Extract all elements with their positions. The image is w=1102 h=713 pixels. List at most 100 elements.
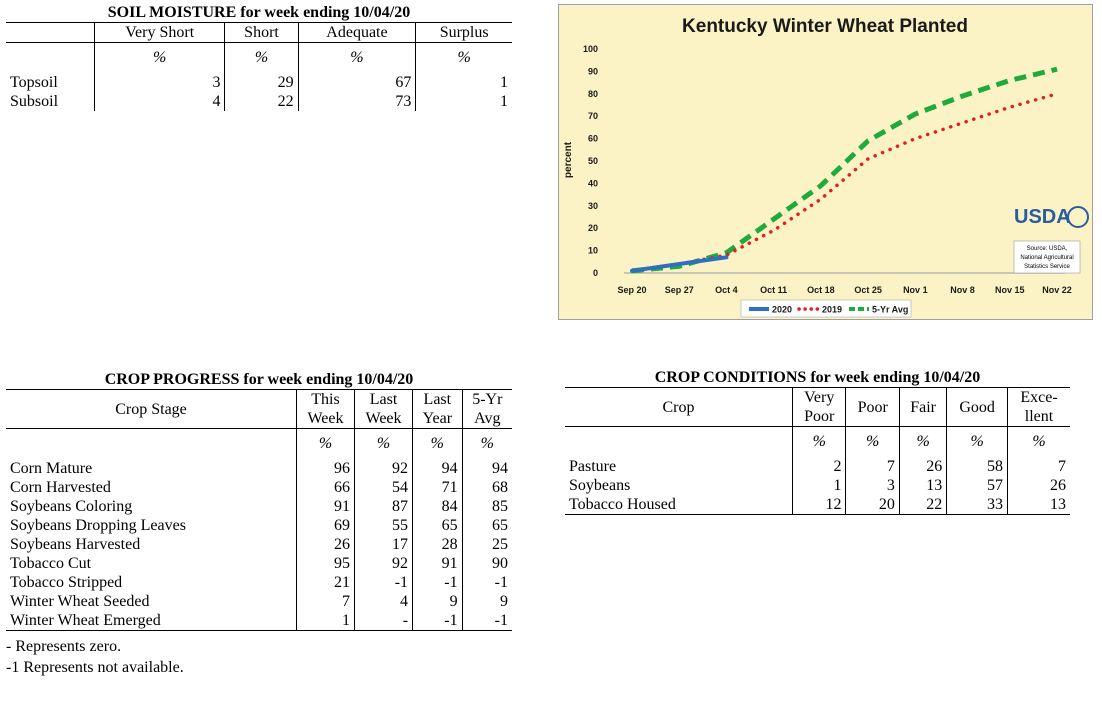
column-header: Crop: [662, 398, 695, 416]
value-cell: -1: [412, 572, 463, 592]
unit-cell: %: [898, 426, 947, 457]
crop-conditions-rows: Pasture 2 7 26 58 7 Soybeans 1 3 13 57 26 Tobacco Ho…: [565, 456, 1070, 514]
y-tick-label: 90: [588, 66, 598, 76]
wheat-planted-chart: Kentucky Winter Wheat Planted percent 0 1…: [558, 4, 1093, 320]
legend-box: [740, 299, 912, 318]
value-cell: 73: [297, 91, 416, 111]
value-cell: 84: [412, 496, 463, 516]
value-cell: 1: [415, 91, 512, 111]
value-cell: 94: [412, 458, 463, 478]
row-label: Corn Harvested: [10, 478, 111, 496]
units-row: % % % %: [6, 428, 512, 459]
crop-conditions-table: Crop Very Poor Poor Fair Good Exce-llent …: [565, 387, 1070, 515]
x-tick-label: Oct 18: [807, 285, 835, 295]
column-header: Poor: [845, 387, 900, 427]
row-label: Tobacco Stripped: [10, 573, 123, 591]
unit-cell: %: [412, 428, 463, 459]
source-line: Statistics Service: [1024, 264, 1070, 270]
value-cell: 26: [295, 534, 355, 554]
footnote: -1 Represents not available.: [6, 658, 184, 676]
value-cell: -1: [461, 572, 512, 592]
value-cell: 1: [295, 610, 355, 630]
value-cell: 4: [354, 591, 413, 611]
y-tick-label: 100: [583, 44, 598, 54]
value-cell: 71: [412, 477, 463, 497]
row-label: Soybeans Dropping Leaves: [10, 516, 186, 534]
table-row: Tobacco Stripped 21 -1 -1 -1: [6, 572, 512, 592]
value-cell: 9: [461, 591, 512, 611]
x-tick-label: Nov 22: [1042, 285, 1072, 295]
source-line: Source: USDA,: [1027, 246, 1068, 252]
column-header: Last Week: [354, 389, 413, 429]
value-cell: 87: [354, 496, 413, 516]
value-cell: 33: [946, 494, 1008, 514]
legend-label: 5-Yr Avg: [872, 305, 908, 315]
chart-title: Kentucky Winter Wheat Planted: [682, 16, 968, 37]
unit-cell: %: [295, 428, 355, 459]
value-cell: -1: [354, 572, 413, 592]
value-cell: 69: [295, 515, 355, 535]
value-cell: 2: [791, 456, 846, 476]
row-label: Winter Wheat Seeded: [10, 592, 150, 610]
crop-progress-section: CROP PROGRESS for week ending 10/04/20 C…: [6, 371, 512, 678]
column-header: Very Poor: [791, 387, 846, 427]
crop-progress-table: Crop Stage This Week Last Week Last Year 5-…: [6, 389, 512, 631]
x-tick-label: Nov 1: [903, 285, 928, 295]
source-line: National Agricultural: [1020, 255, 1073, 261]
value-cell: 95: [295, 553, 355, 573]
value-cell: 91: [295, 496, 355, 516]
x-axis: Sep 20 Sep 27 Oct 4 Oct 11 Oct 18 Oct 25 Nov 1…: [617, 285, 1071, 295]
x-tick-label: Nov 15: [995, 285, 1025, 295]
y-axis: 0 10 20 30 40 50 60 70 80 90 100: [583, 44, 598, 278]
value-cell: 65: [412, 515, 463, 535]
unit-cell: %: [461, 428, 512, 459]
value-cell: 26: [1007, 475, 1070, 495]
x-tick-label: Nov 8: [950, 285, 975, 295]
value-cell: 29: [224, 72, 299, 92]
value-cell: 65: [461, 515, 512, 535]
crop-conditions-section: CROP CONDITIONS for week ending 10/04/20…: [565, 369, 1070, 515]
column-header: Fair: [898, 387, 947, 427]
column-header: Exce-llent: [1007, 387, 1070, 427]
value-cell: 91: [412, 553, 463, 573]
value-cell: 7: [295, 591, 355, 611]
value-cell: 22: [898, 494, 947, 514]
legend-label: 2020: [772, 305, 792, 315]
column-header: This Week: [295, 389, 355, 429]
table-row: Soybeans Coloring 91 87 84 85: [6, 496, 512, 516]
table-row: Winter Wheat Seeded 7 4 9 9: [6, 591, 512, 611]
units-row: % % % % %: [565, 426, 1070, 457]
column-header: Surplus: [415, 22, 512, 43]
value-cell: 22: [224, 91, 299, 111]
table-row: Soybeans Harvested 26 17 28 25: [6, 534, 512, 554]
legend-label: 2019: [822, 305, 842, 315]
value-cell: 17: [354, 534, 413, 554]
soil-moisture-title: SOIL MOISTURE for week ending 10/04/20: [107, 4, 411, 21]
value-cell: 85: [461, 496, 512, 516]
chart-svg: Kentucky Winter Wheat Planted percent 0 1…: [563, 16, 1089, 318]
soil-moisture-section: SOIL MOISTURE for week ending 10/04/20 V…: [6, 4, 512, 111]
value-cell: 28: [412, 534, 463, 554]
usda-logo: USDA Source: USDA, National Agricultural…: [1013, 206, 1089, 274]
y-tick-label: 70: [588, 111, 598, 121]
unit-cell: %: [297, 42, 416, 73]
value-cell: -1: [412, 610, 463, 630]
column-header: Crop Stage: [115, 400, 187, 418]
value-cell: 92: [354, 458, 413, 478]
column-header: Good: [946, 387, 1008, 427]
crop-conditions-title: CROP CONDITIONS for week ending 10/04/20: [654, 369, 981, 386]
unit-cell: %: [845, 426, 900, 457]
column-header: Very Short: [93, 22, 225, 43]
value-cell: 68: [461, 477, 512, 497]
legend: 2020 2019 5-Yr Avg: [749, 305, 908, 315]
value-cell: 13: [1007, 494, 1070, 514]
row-label: Tobacco Cut: [10, 554, 92, 572]
row-label: Subsoil: [10, 92, 59, 110]
table-row: Corn Mature 96 92 94 94: [6, 458, 512, 478]
y-tick-label: 60: [588, 134, 598, 144]
unit-cell: %: [93, 42, 225, 73]
value-cell: 21: [295, 572, 355, 592]
value-cell: 1: [791, 475, 846, 495]
usda-seal-icon: [1067, 206, 1089, 228]
value-cell: 58: [946, 456, 1008, 476]
